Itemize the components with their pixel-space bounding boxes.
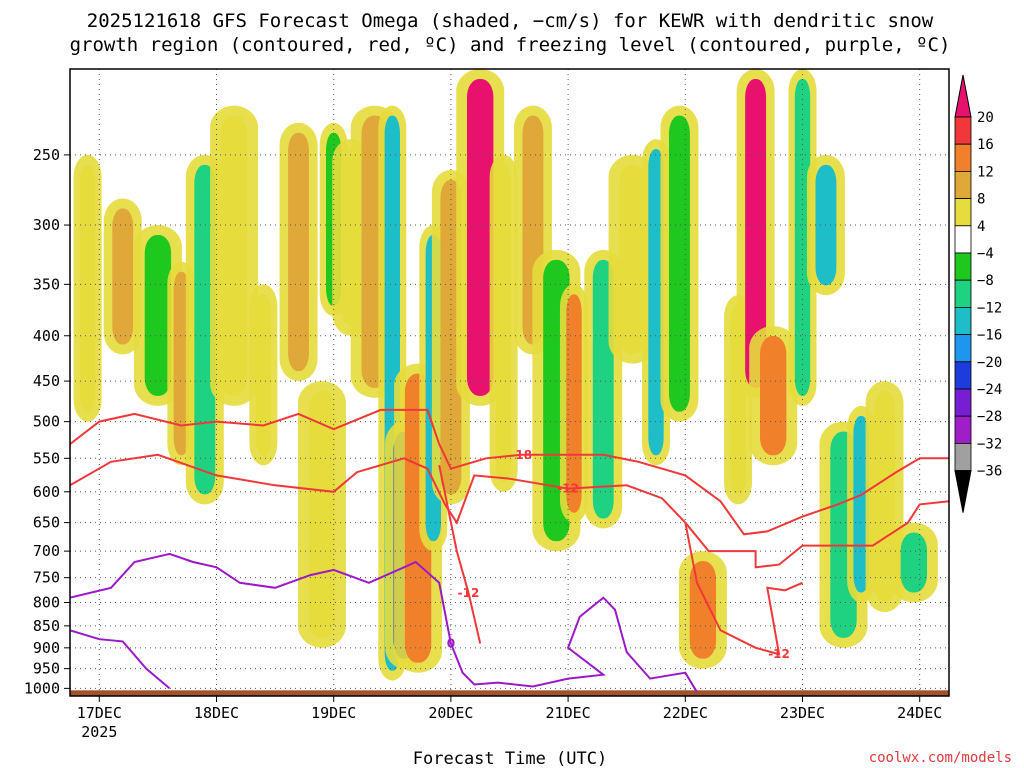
- colorbar-swatch: [954, 388, 972, 417]
- contour-label: -12: [557, 482, 579, 496]
- y-tick-label: 250: [33, 146, 60, 164]
- colorbar-swatch: [954, 225, 972, 254]
- colorbar-label: 4: [977, 219, 985, 235]
- colorbar-label: −36: [977, 464, 1002, 480]
- omega-cell: [79, 164, 96, 412]
- y-tick-label: 700: [33, 542, 60, 560]
- contour-label: 0: [447, 637, 455, 651]
- omega-cell: [668, 115, 690, 412]
- colorbar-label: −8: [977, 273, 994, 289]
- contour-label: -12: [458, 586, 480, 600]
- colorbar: 20 16 12 8 4 −4 −8 −12 −16 −20 −24 −28 −32 −36: [954, 74, 1002, 513]
- colorbar-swatch: [954, 198, 972, 227]
- colorbar-swatch: [954, 116, 972, 145]
- colorbar-swatch: [954, 252, 972, 281]
- omega-cell: [144, 235, 172, 396]
- x-tick-label: 21DEC: [546, 704, 591, 722]
- y-tick-label: 350: [33, 275, 60, 293]
- colorbar-bottom-arrow: [954, 470, 972, 513]
- y-tick-label: 650: [33, 514, 60, 532]
- omega-cell: [467, 79, 494, 396]
- y-tick-label: 600: [33, 483, 60, 501]
- y-tick-label: 750: [33, 569, 60, 587]
- colorbar-swatch: [954, 415, 972, 444]
- colorbar-label: −20: [977, 355, 1002, 371]
- omega-cell: [648, 149, 664, 456]
- omega-cell: [689, 561, 717, 659]
- x-tick-label: 20DEC: [428, 704, 473, 722]
- colorbar-swatch: [954, 361, 972, 390]
- omega-cell: [794, 79, 811, 396]
- colorbar-label: 16: [977, 137, 994, 153]
- contour-label: -12: [768, 647, 790, 661]
- omega-cell: [288, 132, 309, 372]
- colorbar-swatch: [954, 143, 972, 172]
- colorbar-label: 20: [977, 110, 994, 126]
- plot-frame: [69, 68, 950, 697]
- omega-cell: [255, 294, 272, 456]
- colorbar-swatch: [954, 442, 972, 471]
- y-tick-label: 950: [33, 660, 60, 678]
- contour-line: [70, 408, 949, 536]
- terrain-strip: [70, 690, 949, 696]
- colorbar-label: −28: [977, 409, 1002, 425]
- y-tick-label: 400: [33, 327, 60, 345]
- x-tick-label: 22DEC: [663, 704, 708, 722]
- y-tick-label: 850: [33, 617, 60, 635]
- y-tick-label: 500: [33, 413, 60, 431]
- x-tick-label: 17DEC: [77, 704, 122, 722]
- omega-cell: [874, 391, 895, 603]
- y-tick-label: 450: [33, 372, 60, 390]
- x-tick-sublabel: 2025: [81, 723, 117, 741]
- omega-cell: [853, 415, 869, 593]
- colorbar-swatch: [954, 334, 972, 363]
- omega-cell: [619, 164, 646, 354]
- omega-cell: [173, 271, 190, 456]
- omega-cell: [194, 164, 216, 495]
- credit-text: coolwx.com/models: [869, 750, 1012, 766]
- y-tick-label: 550: [33, 449, 60, 467]
- contour-label: -18: [510, 448, 532, 462]
- omega-cell: [308, 391, 336, 638]
- omega-cell: [220, 115, 248, 396]
- omega-cell: [760, 336, 787, 456]
- colorbar-label: −32: [977, 436, 1002, 452]
- colorbar-label: −16: [977, 328, 1002, 344]
- colorbar-swatch: [954, 170, 972, 199]
- colorbar-label: 12: [977, 164, 994, 180]
- x-tick-label: 19DEC: [311, 704, 356, 722]
- contour-line: [438, 464, 482, 644]
- x-tick-label: 24DEC: [897, 704, 942, 722]
- colorbar-label: −4: [977, 246, 994, 262]
- colorbar-top-arrow: [954, 74, 972, 118]
- colorbar-label: −24: [977, 382, 1002, 398]
- chart-title-line-2: growth region (contoured, red, ºC) and f…: [70, 34, 951, 56]
- y-tick-label: 800: [33, 594, 60, 612]
- y-tick-label: 300: [33, 216, 60, 234]
- contour-line: [684, 522, 803, 656]
- y-tick-label: 1000: [24, 679, 60, 697]
- omega-cell: [900, 532, 928, 593]
- x-tick-label: 23DEC: [780, 704, 825, 722]
- omega-cell: [495, 164, 512, 482]
- x-axis-label: Forecast Time (UTC): [413, 749, 607, 768]
- contour-line: [70, 453, 949, 569]
- omega-cell: [440, 179, 462, 495]
- contour-line: [70, 629, 171, 690]
- chart-title-line-1: 2025121618 GFS Forecast Omega (shaded, −…: [87, 10, 934, 32]
- colorbar-swatch: [954, 306, 972, 335]
- x-tick-label: 18DEC: [194, 704, 239, 722]
- colorbar-swatch: [954, 279, 972, 308]
- y-tick-label: 900: [33, 639, 60, 657]
- contour-line: [70, 552, 698, 693]
- colorbar-label: −12: [977, 300, 1002, 316]
- omega-cell: [745, 79, 767, 388]
- omega-cell: [112, 208, 134, 345]
- colorbar-label: 8: [977, 192, 985, 208]
